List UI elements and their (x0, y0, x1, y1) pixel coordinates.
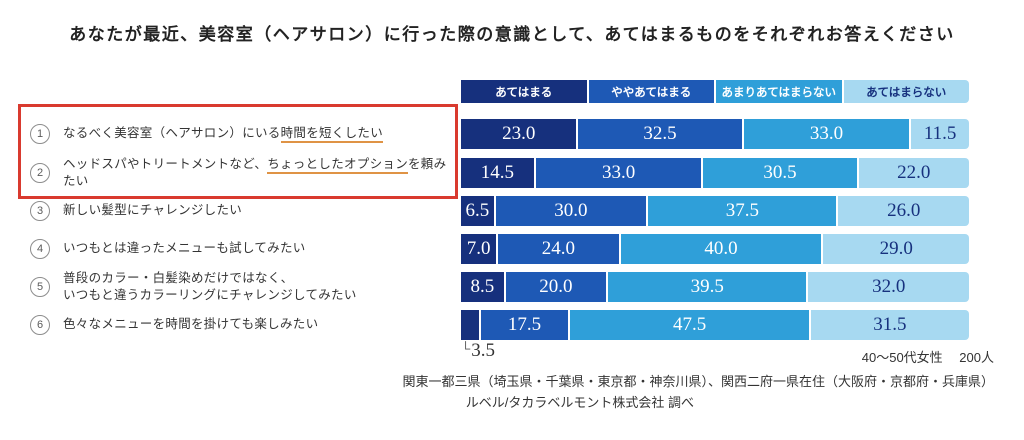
question-row: 4 いつもとは違ったメニューも試してみたい (30, 234, 458, 264)
bar-row: 14.5 33.0 30.5 22.0 (461, 158, 969, 188)
bar-value-label: 17.5 (507, 314, 542, 335)
question-number-circle: 5 (30, 277, 50, 297)
survey-footnote: 40～50代女性 200人 関東一都三県（埼玉県・千葉県・東京都・神奈川県）、関… (402, 348, 994, 413)
question-number-circle: 4 (30, 239, 50, 259)
legend-label: ややあてはまる (611, 86, 692, 99)
question-text: いつもとは違ったメニューも試してみたい (63, 241, 306, 256)
question-label: 色々なメニューを時間を掛けても楽しみたい (63, 316, 318, 334)
bar-value-label: 22.0 (897, 162, 931, 183)
bar-value-label: 24.0 (541, 238, 575, 259)
bar-value-label: 31.5 (873, 314, 907, 335)
bar-segment: 6.5 (461, 196, 494, 226)
question-label: 新しい髪型にチャレンジしたい (63, 202, 242, 220)
bar-value-label: 23.0 (502, 123, 536, 144)
question-number-circle: 2 (30, 163, 50, 183)
bar-value-label: 32.5 (643, 123, 677, 144)
bar-segment: 29.0 (823, 234, 969, 264)
chart-legend: あてはまる ややあてはまる あまりあてはまらない あてはまらない (461, 80, 969, 103)
bar-value-label: 14.5 (480, 162, 515, 183)
question-label: なるべく美容室（ヘアサロン）にいる時間を短くしたい (63, 125, 384, 144)
bar-segment: 33.0 (535, 158, 702, 188)
question-row: 6 色々なメニューを時間を掛けても楽しみたい (30, 310, 458, 340)
bar-value-label: 8.5 (470, 276, 495, 297)
sample-info: 40～50代女性 200人 (861, 350, 994, 365)
question-label: 普段のカラー・白髪染めだけではなく、いつもと違うカラーリングにチャレンジしてみた… (63, 270, 357, 305)
question-text: を頼みたい (63, 156, 447, 189)
bar-segment: 24.0 (498, 234, 619, 264)
bar-segment: 7.0 (461, 234, 497, 264)
small-value-callout: └3.5 (461, 340, 495, 362)
legend-item: あてはまる (461, 80, 587, 103)
bar-value-label: 37.5 (725, 200, 759, 221)
bar-segment: 17.5 (480, 310, 569, 340)
bar-segment: 8.5 (461, 272, 504, 302)
legend-label: あまりあてはまらない (721, 86, 837, 99)
bar-value-label: 39.5 (690, 276, 724, 297)
source-info: ルベル/タカラベルモント株式会社 調べ (465, 394, 694, 410)
bar-segment: 11.5 (911, 119, 969, 149)
bar-segment: 30.0 (495, 196, 647, 226)
callout-bracket: └ (461, 341, 471, 356)
underlined-phrase: ちょっとしたオプション (267, 156, 408, 174)
bar-segment: 40.0 (620, 234, 822, 264)
bar-segment: 14.5 (461, 158, 534, 188)
bar-value-label: 32.0 (872, 276, 906, 297)
question-number-circle: 1 (30, 124, 50, 144)
bar-segment: 39.5 (608, 272, 807, 302)
bar-segment: 47.5 (570, 310, 809, 340)
bar-value-label: 40.0 (704, 238, 738, 259)
question-label: ヘッドスパやトリートメントなど、ちょっとしたオプションを頼みたい (63, 156, 458, 191)
legend-item: あてはまらない (843, 80, 969, 103)
legend-item: あまりあてはまらない (716, 80, 842, 103)
question-text: 普段のカラー・白髪染めだけではなく、 (63, 270, 294, 285)
question-text: なるべく美容室（ヘアサロン）にいる (63, 126, 281, 141)
legend-item: ややあてはまる (588, 80, 714, 103)
bar-value-label: 20.0 (539, 276, 573, 297)
bar-value-label: 30.0 (554, 200, 588, 221)
legend-label: あてはまらない (866, 86, 947, 99)
bar-segment: 37.5 (648, 196, 837, 226)
bar-value-label: 29.0 (879, 238, 913, 259)
bar-segment: 23.0 (461, 119, 577, 149)
bar-value-label: 6.5 (465, 200, 490, 221)
bar-value-label: 11.5 (923, 123, 957, 144)
question-text: 新しい髪型にチャレンジしたい (63, 203, 243, 218)
bar-value-label: 26.0 (887, 200, 921, 221)
bar-value-label: 33.0 (809, 123, 844, 144)
underlined-phrase: 時間を短くしたい (280, 126, 384, 144)
question-number-circle: 3 (30, 201, 50, 221)
region-info: 関東一都三県（埼玉県・千葉県・東京都・神奈川県）、関西二府一県在住（大阪府・京都… (402, 373, 994, 389)
question-row: 3 新しい髪型にチャレンジしたい (30, 196, 458, 226)
bar-row: 17.5 47.5 31.5 (461, 310, 969, 340)
bar-value-label: 30.5 (763, 162, 797, 183)
bar-segment: 32.5 (578, 119, 742, 149)
bar-segment: 20.0 (505, 272, 607, 302)
bar-row: 7.0 24.0 40.0 29.0 (461, 234, 969, 264)
question-row: 1 なるべく美容室（ヘアサロン）にいる時間を短くしたい (30, 119, 458, 149)
question-text: ヘッドスパやトリートメントなど、 (63, 156, 268, 171)
question-row: 5 普段のカラー・白髪染めだけではなく、いつもと違うカラーリングにチャレンジしてみ… (30, 270, 458, 305)
bar-value-label: 7.0 (466, 238, 491, 259)
bar-value-label: 33.0 (602, 162, 636, 183)
legend-label: あてはまる (495, 86, 553, 99)
bar-segment (461, 310, 479, 340)
question-text: いつもと違うカラーリングにチャレンジしてみたい (63, 288, 357, 302)
callout-value: 3.5 (471, 340, 495, 361)
bar-segment: 33.0 (743, 119, 910, 149)
bar-segment: 32.0 (808, 272, 970, 302)
question-number-circle: 6 (30, 315, 50, 335)
bar-segment: 30.5 (703, 158, 857, 188)
question-text: 色々なメニューを時間を掛けても楽しみたい (63, 317, 319, 332)
bar-row: 6.5 30.0 37.5 26.0 (461, 196, 969, 226)
bar-segment: 22.0 (858, 158, 969, 188)
bar-value-label: 47.5 (673, 314, 707, 335)
bar-segment: 31.5 (810, 310, 969, 340)
bar-row: 23.0 32.5 33.0 11.5 (461, 119, 969, 149)
question-label: いつもとは違ったメニューも試してみたい (63, 240, 306, 258)
bar-row: 8.5 20.0 39.5 32.0 (461, 272, 970, 302)
question-row: 2 ヘッドスパやトリートメントなど、ちょっとしたオプションを頼みたい (30, 156, 458, 191)
bar-segment: 26.0 (838, 196, 969, 226)
page-title: あなたが最近、美容室（ヘアサロン）に行った際の意識として、あてはまるものをそれぞ… (69, 25, 955, 44)
